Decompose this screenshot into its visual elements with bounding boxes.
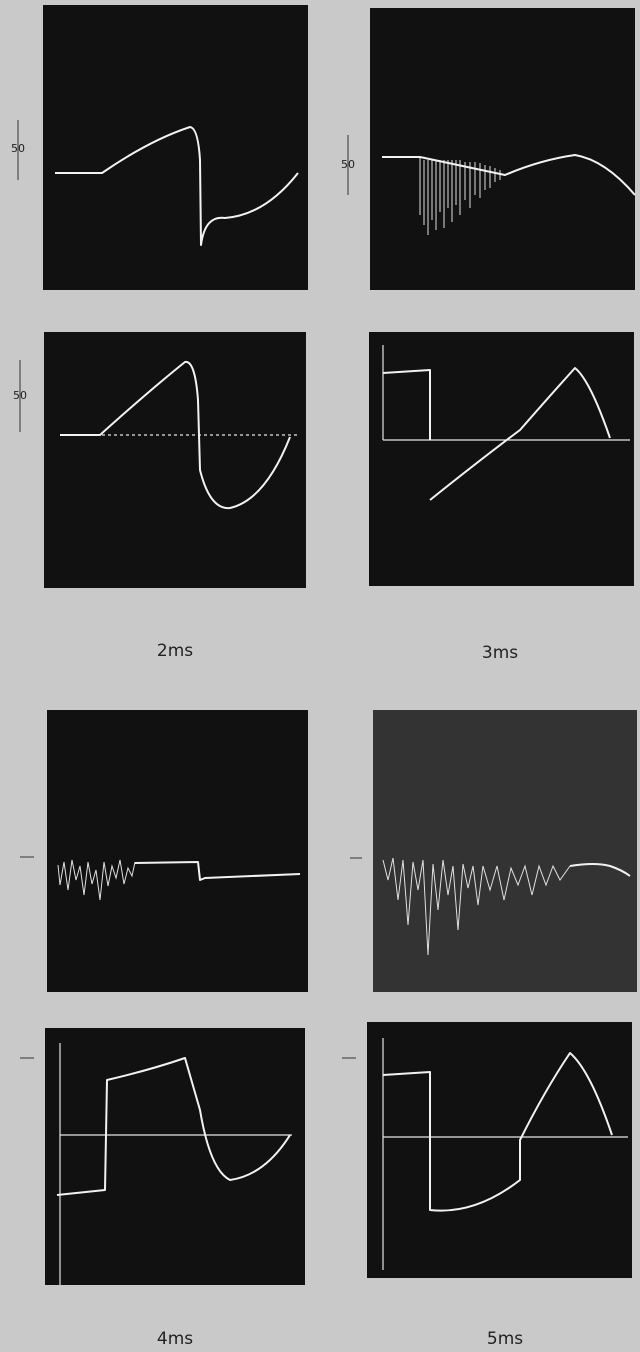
scope-panel: [43, 5, 308, 290]
scope-panel: [45, 1028, 305, 1285]
caption: 3ms: [482, 643, 518, 663]
caption: 2ms: [157, 641, 193, 661]
scope-panel: [370, 8, 635, 290]
scale-label: 50: [341, 158, 355, 171]
caption: 4ms: [157, 1329, 193, 1349]
figure: 50 50 50 2ms 3ms 4ms 5ms: [0, 0, 640, 1352]
scope-panel: [367, 1022, 632, 1278]
page: 50 50 50 2ms 3ms 4ms 5ms (() => { const …: [0, 0, 640, 1352]
scope-panel: [373, 710, 637, 992]
scope-panel: [47, 710, 308, 992]
scale-label: 50: [13, 389, 27, 402]
scale-label: 50: [11, 142, 25, 155]
scope-panel: [369, 332, 634, 586]
caption: 5ms: [487, 1329, 523, 1349]
